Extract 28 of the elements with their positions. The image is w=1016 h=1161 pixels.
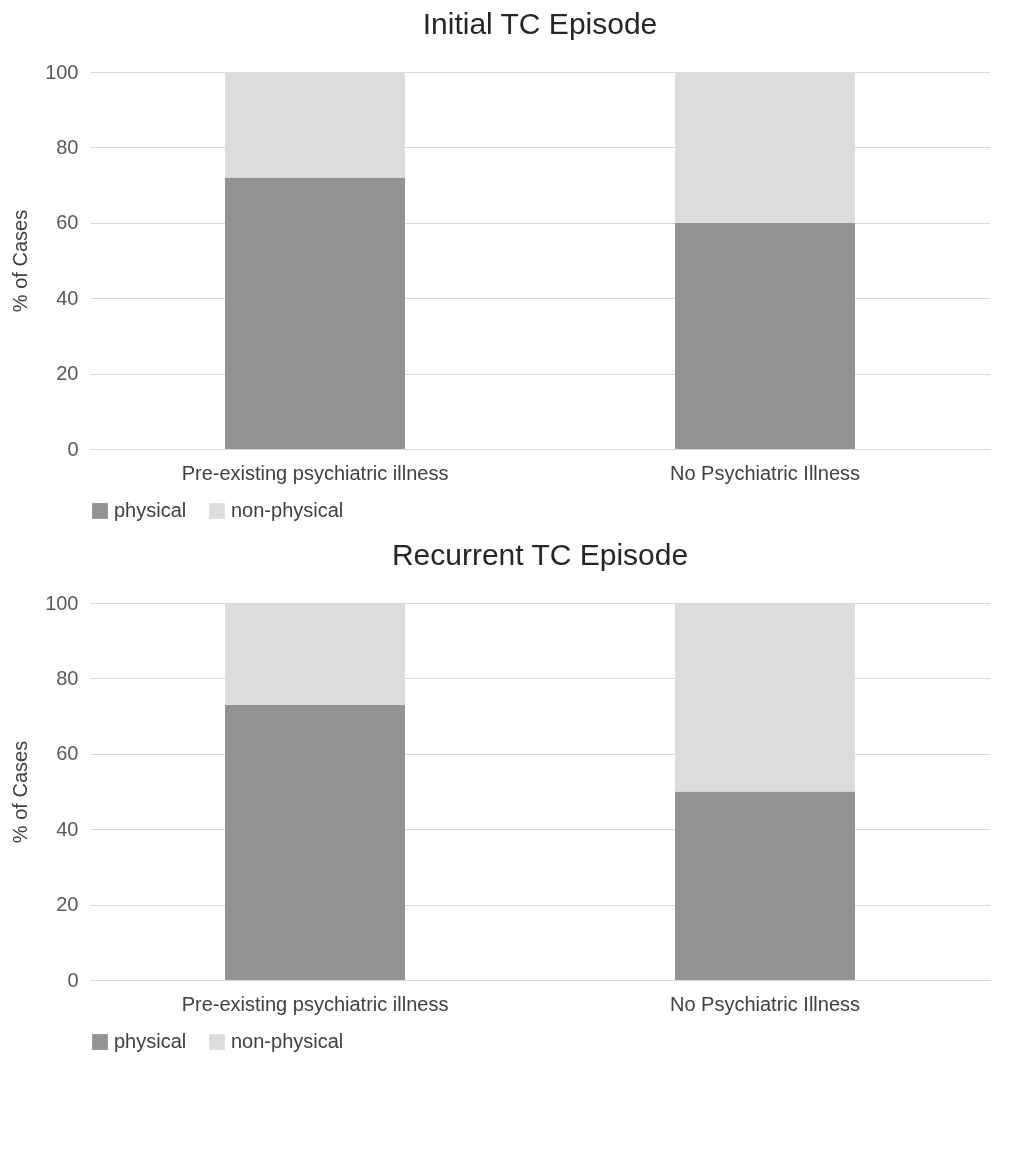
y-tick-label: 60	[56, 211, 79, 234]
y-tick-label: 0	[67, 437, 79, 460]
chart-title: Recurrent TC Episode	[391, 538, 689, 571]
bar	[675, 791, 855, 980]
y-axis-title: % of Cases	[9, 740, 32, 844]
bar	[225, 177, 405, 449]
bar	[225, 704, 405, 980]
legend-label: non-physical	[231, 1030, 344, 1052]
x-tick-label: No Psychiatric Illness	[669, 992, 861, 1015]
y-axis-title: % of Cases	[9, 209, 32, 313]
y-tick-label: 0	[67, 968, 79, 991]
y-tick-label: 80	[56, 666, 79, 689]
y-tick-label: 20	[56, 362, 79, 385]
y-tick-label: 40	[56, 286, 79, 309]
y-tick-label: 40	[56, 817, 79, 840]
y-tick-label: 60	[56, 742, 79, 765]
chart-title: Initial TC Episode	[422, 7, 658, 40]
legend-label: non-physical	[231, 499, 344, 521]
y-tick-label: 20	[56, 893, 79, 916]
x-tick-label: Pre-existing psychiatric illness	[181, 461, 449, 484]
y-tick-label: 100	[45, 591, 79, 614]
legend-label: physical	[114, 1030, 187, 1052]
bar	[675, 222, 855, 449]
x-tick-label: No Psychiatric Illness	[669, 461, 861, 484]
y-tick-label: 80	[56, 135, 79, 158]
legend-label: physical	[114, 499, 187, 521]
y-tick-label: 100	[45, 60, 79, 83]
x-tick-label: Pre-existing psychiatric illness	[181, 992, 449, 1015]
